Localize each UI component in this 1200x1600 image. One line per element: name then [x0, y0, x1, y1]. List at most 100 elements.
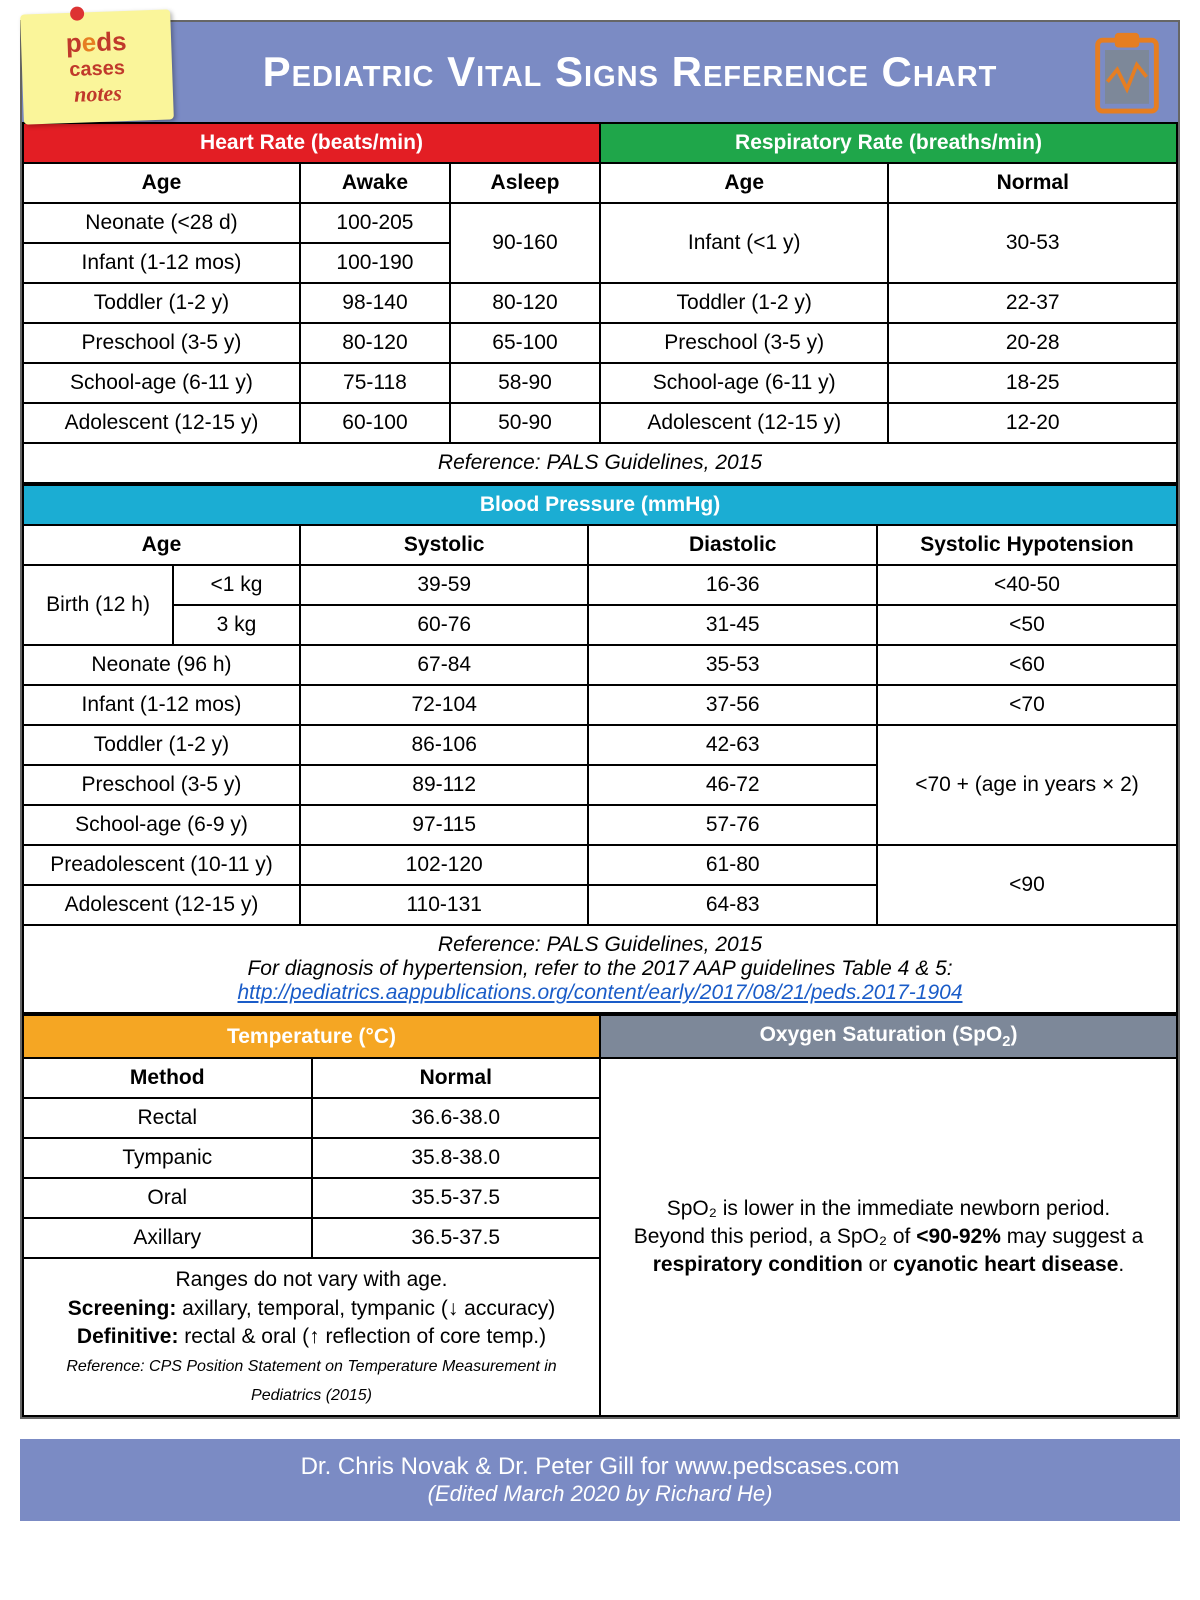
spo2-b: <90-92% [916, 1225, 1001, 1248]
cell: 97-115 [300, 805, 589, 845]
bp-table: Blood Pressure (mmHg) Age Systolic Diast… [22, 484, 1178, 1014]
spo2-g: . [1118, 1253, 1124, 1276]
cell: Birth (12 h) [23, 565, 173, 645]
cell: 35.5-37.5 [312, 1178, 601, 1218]
cell: 65-100 [450, 323, 600, 363]
cell: 67-84 [300, 645, 589, 685]
cell: Toddler (1-2 y) [23, 283, 300, 323]
rr-col-age: Age [600, 163, 889, 203]
page: peds cases notes Pediatric Vital Signs R… [20, 20, 1180, 1419]
cell: 35-53 [588, 645, 877, 685]
cell: School-age (6-11 y) [23, 363, 300, 403]
cell: <70 + (age in years × 2) [877, 725, 1177, 845]
cell: 31-45 [588, 605, 877, 645]
cell: 98-140 [300, 283, 450, 323]
cell: 57-76 [588, 805, 877, 845]
cell: Adolescent (12-15 y) [23, 403, 300, 443]
cell: Infant (1-12 mos) [23, 243, 300, 283]
cell: 110-131 [300, 885, 589, 925]
cell: 3 kg [173, 605, 300, 645]
cell: Infant (<1 y) [600, 203, 889, 283]
cell: Adolescent (12-15 y) [23, 885, 300, 925]
ref-bp: Reference: PALS Guidelines, 2015 For dia… [23, 925, 1177, 1013]
cell: Axillary [23, 1218, 312, 1258]
spo2-text: SpO₂ is lower in the immediate newborn p… [600, 1058, 1177, 1416]
footer-edited: (Edited March 2020 by Richard He) [34, 1481, 1166, 1507]
hr-col-awake: Awake [300, 163, 450, 203]
cell: 22-37 [888, 283, 1177, 323]
cell: School-age (6-9 y) [23, 805, 300, 845]
hr-col-age: Age [23, 163, 300, 203]
clipboard-icon [1090, 28, 1164, 116]
temp-note-l1: Ranges do not vary with age. [176, 1268, 448, 1291]
temp-note-ref: Reference: CPS Position Statement on Tem… [66, 1358, 556, 1403]
ref-bp-link[interactable]: http://pediatrics.aappublications.org/co… [237, 981, 962, 1004]
cell: 46-72 [588, 765, 877, 805]
ref-pals1: Reference: PALS Guidelines, 2015 [23, 443, 1177, 483]
cell: Preschool (3-5 y) [23, 765, 300, 805]
cell: Tympanic [23, 1138, 312, 1178]
cell: Adolescent (12-15 y) [600, 403, 889, 443]
cell: 100-205 [300, 203, 450, 243]
temp-col-method: Method [23, 1058, 312, 1098]
cell: 36.5-37.5 [312, 1218, 601, 1258]
cell: 75-118 [300, 363, 450, 403]
bp-col-sys: Systolic [300, 525, 589, 565]
cell: 80-120 [300, 323, 450, 363]
cell: <50 [877, 605, 1177, 645]
temp-header: Temperature (°C) [23, 1015, 600, 1058]
cell: <1 kg [173, 565, 300, 605]
cell: Preschool (3-5 y) [600, 323, 889, 363]
logo: peds cases notes [20, 9, 174, 124]
temp-note-l3a: Definitive: [77, 1325, 179, 1348]
cell: 30-53 [888, 203, 1177, 283]
cell: Preschool (3-5 y) [23, 323, 300, 363]
cell: <90 [877, 845, 1177, 925]
cell: 18-25 [888, 363, 1177, 403]
spo2-d: respiratory condition [653, 1253, 863, 1276]
bp-header: Blood Pressure (mmHg) [23, 485, 1177, 525]
cell: <40-50 [877, 565, 1177, 605]
rr-col-normal: Normal [888, 163, 1177, 203]
header: peds cases notes Pediatric Vital Signs R… [22, 22, 1178, 122]
cell: 72-104 [300, 685, 589, 725]
cell: 60-76 [300, 605, 589, 645]
rr-header: Respiratory Rate (breaths/min) [600, 123, 1177, 163]
cell: Rectal [23, 1098, 312, 1138]
bp-col-hypo: Systolic Hypotension [877, 525, 1177, 565]
cell: 16-36 [588, 565, 877, 605]
cell: 37-56 [588, 685, 877, 725]
temp-note-l3b: rectal & oral (↑ reflection of core temp… [178, 1325, 546, 1348]
cell: Neonate (<28 d) [23, 203, 300, 243]
ref-bp-l2: For diagnosis of hypertension, refer to … [247, 957, 952, 980]
ref-bp-l1: Reference: PALS Guidelines, 2015 [438, 933, 762, 956]
pin-icon [70, 6, 84, 20]
cell: 102-120 [300, 845, 589, 885]
page-title: Pediatric Vital Signs Reference Chart [40, 48, 1160, 96]
logo-line2: cases [69, 57, 125, 82]
cell: 36.6-38.0 [312, 1098, 601, 1138]
cell: 90-160 [450, 203, 600, 283]
cell: School-age (6-11 y) [600, 363, 889, 403]
temp-notes: Ranges do not vary with age. Screening: … [23, 1258, 600, 1416]
bp-col-age: Age [23, 525, 300, 565]
cell: 64-83 [588, 885, 877, 925]
footer-authors: Dr. Chris Novak & Dr. Peter Gill for www… [34, 1453, 1166, 1481]
cell: 89-112 [300, 765, 589, 805]
hr-header: Heart Rate (beats/min) [23, 123, 600, 163]
cell: 50-90 [450, 403, 600, 443]
cell: 42-63 [588, 725, 877, 765]
cell: <70 [877, 685, 1177, 725]
cell: 80-120 [450, 283, 600, 323]
cell: Toddler (1-2 y) [600, 283, 889, 323]
spo2-f: cyanotic heart disease [893, 1253, 1118, 1276]
cell: Preadolescent (10-11 y) [23, 845, 300, 885]
cell: 12-20 [888, 403, 1177, 443]
vitals-table: Heart Rate (beats/min) Respiratory Rate … [22, 122, 1178, 484]
cell: 61-80 [588, 845, 877, 885]
temp-spo2-table: Temperature (°C) Oxygen Saturation (SpO2… [22, 1014, 1178, 1417]
spo2-e: or [863, 1253, 893, 1276]
cell: Infant (1-12 mos) [23, 685, 300, 725]
cell: 58-90 [450, 363, 600, 403]
temp-note-l2a: Screening: [68, 1297, 177, 1320]
